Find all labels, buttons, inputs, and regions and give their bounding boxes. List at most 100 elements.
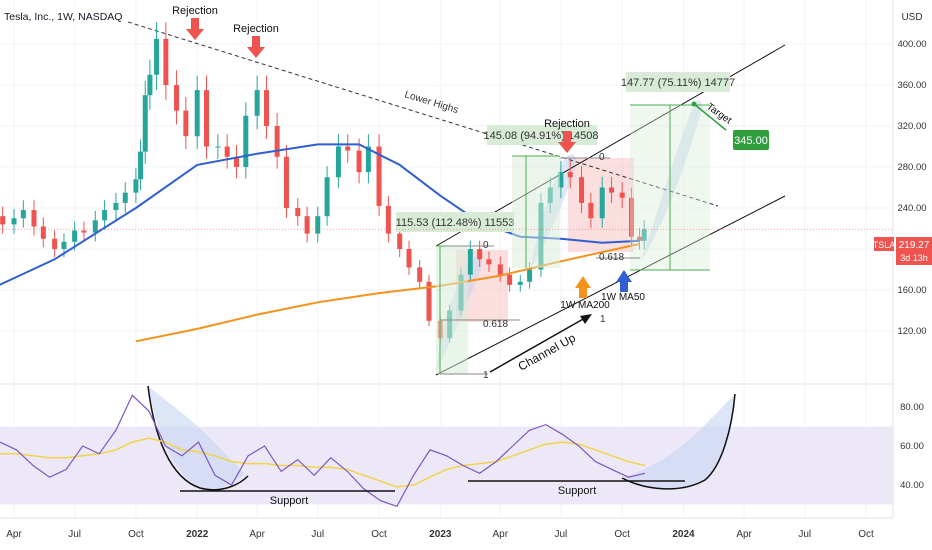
rsi-cup-right [622,394,735,489]
candle-body [254,90,260,116]
time-tick-label: 2024 [672,529,695,540]
time-tick-label: Oct [858,529,874,540]
rejection-label-1: Rejection [172,5,218,17]
candle-body [154,38,160,75]
support-label-1: Support [270,495,309,507]
price-tick-label: 320.00 [897,121,926,132]
candle-body [517,281,523,285]
price-tick-label: 160.00 [897,285,926,296]
time-tick-label: Oct [614,529,630,540]
price-tag-value: 219.27 [899,240,930,251]
candle-body [599,187,605,219]
candle-body [609,187,615,193]
candle-body [558,172,564,188]
candle-body [641,229,647,241]
time-tick-label: Jul [798,529,811,540]
price-tick-label: 400.00 [897,39,926,50]
lower-highs-trendline [127,21,719,207]
rejection-arrow-1 [186,18,204,40]
target-value-label: 345.00 [734,135,768,147]
rsi-tick-label: 40.00 [900,480,924,491]
time-tick-label: 2022 [186,529,209,540]
candle-body [397,233,403,249]
rsi-ma-line [0,437,646,488]
candle-body [263,90,269,126]
candle-body [417,267,423,282]
candle-body [243,115,249,167]
candle-body [133,179,139,193]
candle-body [0,216,6,225]
price-axis-bg [893,0,932,550]
candle-body [477,249,483,260]
time-tick-label: Oct [128,529,144,540]
fib-618-label-2: 0.618 [599,252,624,263]
rsi-line [0,394,646,508]
candle-body [629,197,635,237]
ma50-label: 1W MA50 [601,292,645,303]
candle-body [204,90,210,147]
candle-body [406,249,412,268]
candle-body [356,150,362,173]
candle-body [588,202,594,219]
candle-body [295,208,301,217]
candle-body [147,74,153,96]
time-tick-label: Oct [371,529,387,540]
candle-body [619,192,625,198]
candle-body [122,192,128,203]
ticker-tag-label: TSLA [873,240,896,250]
price-axis[interactable]: USD 400.00360.00320.00280.00240.00200.00… [892,0,932,550]
candle-body [183,110,189,137]
rsi-axis: 80.00 60.00 40.00 [900,402,924,491]
ticker-tag-box [874,237,894,251]
candle-body [467,249,473,275]
ma-markers: 1W MA200 1W MA50 [560,270,645,311]
rsi-cup-right-curve [621,393,736,490]
candle-body [304,216,310,234]
measure-3-label: 147.77 (75.11%) 14777 [621,77,735,89]
candle-body [72,230,78,242]
candle-body [274,126,280,157]
rsi-panel: Support Support [0,383,893,508]
time-tick-label: Jul [311,529,324,540]
price-tag-countdown: 3d 13h [900,253,928,263]
time-tick-label: Apr [249,529,265,540]
fib-1-label-1: 1 [483,370,489,381]
last-price-tag: TSLA 219.27 3d 13h [873,237,932,265]
price-tick-label: 360.00 [897,80,926,91]
price-tag-box [896,237,932,265]
candle-body [486,259,492,265]
time-tick-label: Apr [493,529,509,540]
candle-body [138,151,144,180]
rsi-tick-label: 60.00 [900,441,924,452]
time-tick-label: Apr [6,529,22,540]
target-line [693,103,727,131]
time-tick-label: Jul [555,529,568,540]
rejection-label-2: Rejection [233,23,279,35]
candle-body [92,220,98,233]
time-tick-label: 2023 [429,529,452,540]
candle-body [637,236,643,241]
candle-body [224,146,230,157]
candle-body [567,172,573,178]
candle-body [215,146,221,148]
currency-label: USD [901,12,922,23]
candle-body [335,146,341,178]
candle-body [376,146,382,206]
fib-0-label-1: 0 [483,240,489,251]
channel-up-arrow-head-icon [580,314,592,324]
candle-body [315,216,321,234]
time-axis[interactable]: Apr Jul Oct 2022 Apr Jul Oct 2023 Apr Jul Oct 2024 A… [0,517,893,540]
measure-1-label-box [396,212,514,232]
rejection-markers: Rejection Rejection Rejection [172,5,590,153]
fib-0-label-2: 0 [599,152,605,163]
projection-highlight [640,100,703,262]
candle-body [163,38,169,85]
candle-body [52,238,58,249]
symbol-title: Tesla, Inc., 1W, NASDAQ [4,11,122,23]
candle-body [497,264,503,275]
target-value-box [733,130,769,150]
target-point [691,101,697,107]
candle-body [233,156,239,167]
support-label-2: Support [558,485,597,497]
